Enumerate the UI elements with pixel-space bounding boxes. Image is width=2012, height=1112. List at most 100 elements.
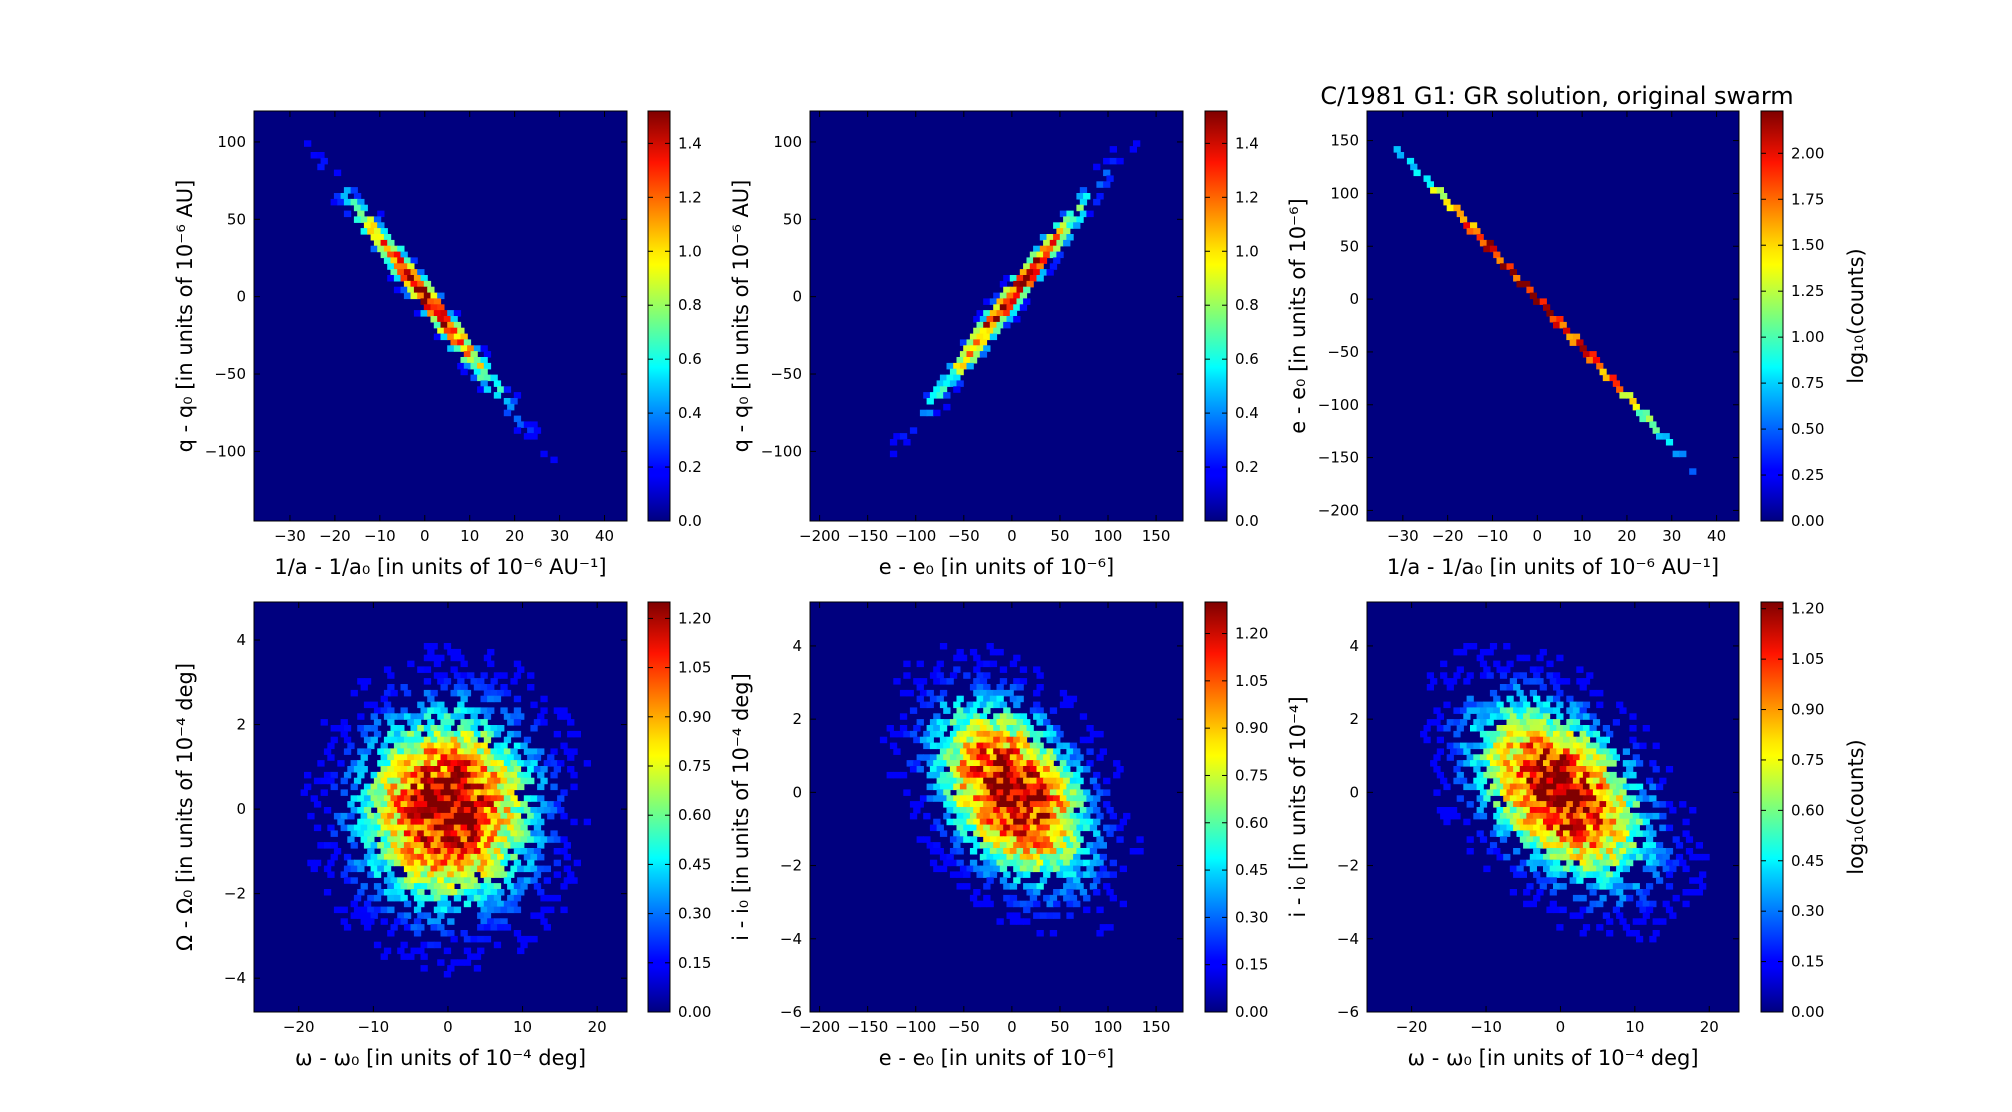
hexbin-cell [567, 754, 575, 761]
hexbin-cell [563, 853, 571, 861]
hexbin-cell [517, 666, 525, 673]
hexbin-cell [1632, 403, 1640, 411]
hexbin-cell [450, 842, 458, 849]
hexbin-cell [437, 830, 445, 837]
hexbin-cell [397, 830, 405, 837]
hexbin-cell [1013, 853, 1021, 861]
hexbin-cell [1006, 771, 1014, 779]
hexbin-cell [989, 719, 998, 726]
hexbin-cell [1636, 783, 1644, 791]
hexbin-cell [493, 754, 502, 761]
hexbin-cell [953, 362, 961, 370]
hexbin-cell [420, 812, 428, 820]
hexbin-cell [393, 263, 402, 270]
hexbin-cell [1033, 701, 1041, 709]
hexbin-cell [1486, 648, 1494, 656]
hexbin-cell [999, 701, 1008, 709]
hexbin-cell [1103, 777, 1111, 785]
hexbin-cell [413, 789, 422, 796]
hexbin-cell [1506, 824, 1514, 832]
x-tick-label: 10 [460, 527, 479, 545]
hexbin-cell [1629, 783, 1637, 791]
hexbin-cell [400, 789, 408, 796]
hexbin-cell [1483, 701, 1491, 709]
hexbin-cell [490, 807, 498, 814]
hexbin-cell [343, 853, 352, 861]
hexbin-cell [1456, 748, 1464, 755]
hexbin-cell [1116, 157, 1124, 165]
hexbin-cell [450, 853, 458, 861]
hexbin-cell [1079, 889, 1088, 896]
hexbin-cell [417, 713, 425, 720]
hexbin-cell [527, 859, 535, 867]
hexbin-cell [427, 754, 435, 761]
hexbin-cell [1622, 842, 1630, 849]
hexbin-cell [1516, 713, 1524, 720]
hexbin-cell [1523, 654, 1531, 662]
hexbin-cell [1516, 760, 1524, 767]
hexbin-cell [1516, 771, 1524, 779]
hexbin-cell [963, 883, 971, 890]
hexbin-cell [969, 333, 978, 341]
hexbin-cell [550, 456, 558, 464]
hexbin-cell [473, 345, 482, 352]
hexbin-cell [1609, 830, 1617, 837]
hexbin-cell [989, 321, 998, 329]
hexbin-cell [387, 871, 395, 878]
hexbin-cell [423, 689, 432, 697]
hexbin-cell [973, 713, 981, 720]
hexbin-cell [1453, 766, 1461, 773]
y-tick-label: 4 [1349, 637, 1359, 655]
hexbin-cell [500, 766, 508, 773]
hexbin-cell [1669, 807, 1677, 814]
hexbin-cell [1009, 801, 1018, 808]
hexbin-cell [370, 853, 378, 861]
hexbin-cell [936, 766, 944, 773]
hexbin-cell [956, 824, 964, 832]
hexbin-cell [413, 742, 422, 750]
hexbin-cell [1029, 801, 1038, 808]
hexbin-cell [437, 877, 445, 884]
hexbin-cell [1039, 865, 1048, 873]
hexbin-cell [916, 836, 924, 843]
hexbin-cell [1039, 853, 1048, 861]
hexbin-cell [323, 748, 332, 755]
hexbin-cell [407, 719, 415, 726]
hexbin-cell [497, 865, 505, 873]
hexbin-cell [470, 748, 478, 755]
hexbin-cell [480, 357, 488, 364]
hexbin-cell [983, 310, 991, 317]
hexbin-cell [403, 280, 412, 288]
hexbin-cell [490, 760, 498, 767]
hexbin-cell [1066, 877, 1074, 884]
hexbin-cell [1486, 848, 1494, 855]
hexbin-cell [407, 789, 415, 796]
hexbin-cell [1563, 807, 1571, 814]
hexbin-cell [1446, 754, 1454, 761]
hexbin-cell [483, 924, 492, 931]
hexbin-cell [583, 818, 591, 826]
hexbin-cell [423, 795, 432, 802]
hexbin-cell [1553, 836, 1561, 843]
hexbin-cell [317, 163, 325, 171]
hexbin-cell [1579, 707, 1587, 714]
hexbin-cell [1582, 351, 1591, 358]
hexbin-cell [493, 918, 502, 925]
hexbin-cell [1626, 766, 1634, 773]
hexbin-cell [480, 684, 488, 691]
hexbin-cell [1460, 707, 1468, 714]
hexbin-cell [1682, 818, 1690, 826]
hexbin-cell [1589, 689, 1597, 697]
hexbin-cell [443, 795, 452, 802]
hexbin-cell [477, 924, 485, 931]
hexbin-cell [966, 795, 974, 802]
hexbin-cell [1096, 789, 1104, 796]
colorbar-tick-label: 1.00 [1791, 328, 1824, 346]
hexbin-cell [1023, 298, 1031, 305]
hexbin-cell [993, 748, 1001, 755]
hexbin-cell [963, 836, 971, 843]
hexbin-cell [330, 842, 338, 849]
hexbin-cell [1636, 795, 1644, 802]
hexbin-cell [390, 748, 398, 755]
hexbin-cell [1489, 643, 1498, 650]
